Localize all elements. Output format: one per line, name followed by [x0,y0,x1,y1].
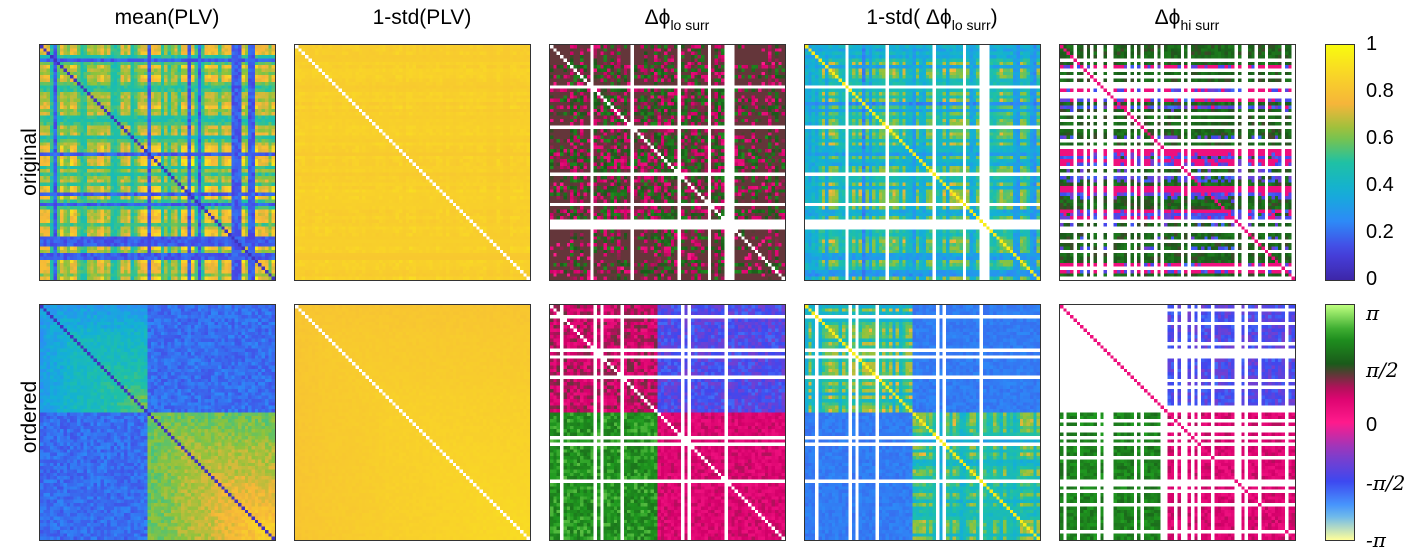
heatmap-canvas [550,45,785,280]
title-text: Δϕ [644,6,671,29]
heatmap-canvas [295,305,530,540]
heatmap-ordered-std-plv [294,304,531,541]
colorbar-linear [1325,44,1355,281]
colorbar-tick: π/2 [1366,358,1399,382]
colorbar-tick: 0.2 [1366,221,1394,243]
colorbar-tick: 0 [1366,268,1378,290]
heatmap-canvas [40,45,275,280]
title-text: Δϕ [1154,6,1181,29]
colorbar-tick: 0.8 [1366,80,1394,102]
colorbar-tick: 0 [1366,414,1378,436]
column-title-std-dphi-lo: 1-std( Δϕlo surr) [866,6,998,33]
colorbar-tick: -π/2 [1366,471,1406,495]
column-title-mean-plv: mean(PLV) [47,6,287,33]
heatmap-canvas [40,305,275,540]
colorbar-tick: 0.6 [1366,127,1394,149]
heatmap-ordered-dphi-hi [1059,304,1296,541]
colorbar-tick: 1 [1366,33,1378,55]
heatmap-original-mean-plv [39,44,276,281]
colorbar-tick: -π [1366,528,1386,552]
column-title-std-plv: 1-std(PLV) [302,6,542,33]
heatmap-canvas [1060,305,1295,540]
heatmap-canvas [1060,45,1295,280]
title-text: 1-std( Δϕ [866,6,952,29]
heatmap-original-dphi-lo [549,44,786,281]
column-title-dphi-hi: Δϕhi surr [1154,6,1220,33]
row-label-original: original [18,128,41,196]
title-text: 1-std(PLV) [372,6,472,29]
heatmap-ordered-std-dphi-lo [804,304,1041,541]
heatmap-canvas [805,305,1040,540]
row-label-ordered: ordered [18,380,41,454]
heatmap-ordered-dphi-lo [549,304,786,541]
heatmap-original-std-plv [294,44,531,281]
column-title-dphi-lo: Δϕlo surr [644,6,710,33]
heatmap-ordered-mean-plv [39,304,276,541]
colorbar-tick: π [1366,301,1380,325]
heatmap-canvas [805,45,1040,280]
heatmap-original-std-dphi-lo [804,44,1041,281]
colorbar-tick: 0.4 [1366,174,1394,196]
title-text: mean(PLV) [114,6,220,29]
colorbar-cyclic [1325,304,1355,541]
heatmap-canvas [295,45,530,280]
heatmap-original-dphi-hi [1059,44,1296,281]
heatmap-canvas [550,305,785,540]
